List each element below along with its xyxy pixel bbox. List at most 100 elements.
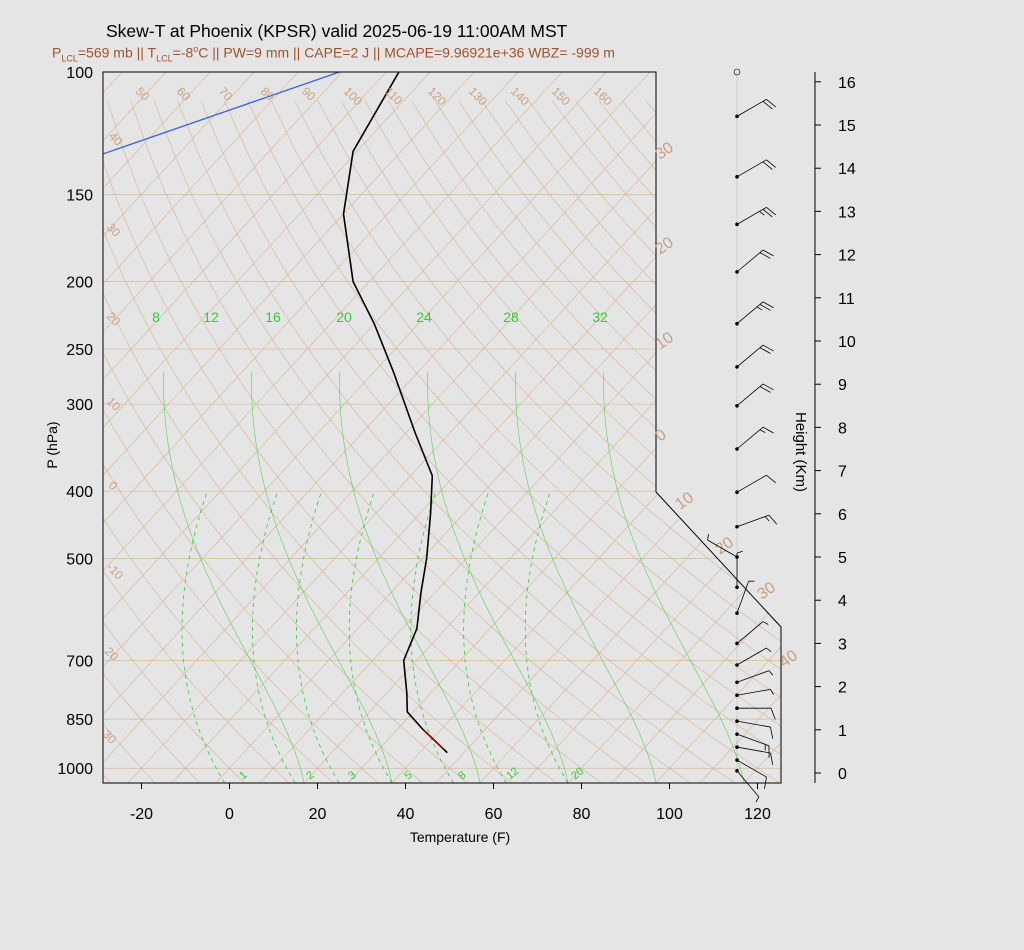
isotherm-line xyxy=(303,72,781,783)
dry-adiabat-line xyxy=(317,100,781,783)
dry-adiabat-line xyxy=(341,100,781,783)
isotherm-line xyxy=(103,72,739,783)
mixing-ratio-label: 1 xyxy=(237,769,249,782)
wind-barb-flag xyxy=(755,796,760,803)
wind-barb-staff xyxy=(736,426,764,450)
x-axis-label: Temperature (F) xyxy=(410,829,510,845)
tlcl-subscript: LCL xyxy=(156,53,173,64)
wind-barb-staff xyxy=(736,688,771,696)
isotherm-label: 60 xyxy=(174,84,194,104)
height-tick-label: 9 xyxy=(838,377,847,394)
dry-adiabat-line xyxy=(247,100,781,783)
p-tick-label: 1000 xyxy=(57,761,93,778)
p-tick-label: 500 xyxy=(66,552,93,569)
plcl-symbol: P xyxy=(52,44,62,61)
isotherm-line xyxy=(103,72,519,783)
wind-barb-dot xyxy=(735,175,739,179)
isotherm-label: 140 xyxy=(508,84,532,108)
dry-adiabat-label: 32 xyxy=(592,309,608,325)
wind-barb-flag xyxy=(759,347,771,354)
dry-adiabat-line xyxy=(411,100,781,783)
dry-adiabat-label: 8 xyxy=(152,309,160,325)
p-tick-label: 850 xyxy=(66,712,93,729)
wind-barb-flag xyxy=(736,550,743,554)
isotherm-left-label: 20 xyxy=(102,644,122,664)
height-tick-label: 6 xyxy=(838,507,847,524)
wind-barb-flag xyxy=(766,159,776,168)
height-tick-label: 3 xyxy=(838,636,847,653)
wind-barb-flag xyxy=(762,161,773,170)
wind-barb-flag xyxy=(764,776,767,789)
wind-barb-dot xyxy=(735,404,739,408)
p-tick-label: 250 xyxy=(66,342,93,359)
mixing-ratio-line xyxy=(251,491,296,783)
wind-barb-flag xyxy=(707,534,709,541)
dry-adiabat-line xyxy=(434,100,781,783)
mixing-ratio-line xyxy=(410,491,454,783)
wind-barb-staff xyxy=(736,207,767,225)
wind-barb-staff xyxy=(736,770,760,798)
wind-barb-flag xyxy=(770,726,774,739)
moist-adiabat-line xyxy=(603,372,745,783)
mixing-ratio-label: 5 xyxy=(402,769,414,782)
wind-barb-dot xyxy=(735,706,739,710)
height-tick-label: 1 xyxy=(838,723,847,740)
wind-barb-flag xyxy=(762,344,774,352)
wind-barb-dot xyxy=(735,719,739,723)
wind-barb-flag xyxy=(759,386,771,393)
wind-barb-staff xyxy=(736,99,767,117)
p-tick-label: 100 xyxy=(66,65,93,82)
isotherm-line xyxy=(611,72,781,783)
mixing-ratio-line xyxy=(181,491,226,783)
height-tick-label: 0 xyxy=(838,766,847,783)
isotherm-line xyxy=(1008,72,1024,783)
dry-adiabat-line xyxy=(364,100,781,783)
isotherm-label: 110 xyxy=(382,84,406,108)
isotherm-label: 70 xyxy=(216,84,236,104)
tlcl-value: =-8 xyxy=(172,44,194,61)
wind-barb-dot xyxy=(735,611,739,615)
isotherm-right-label: 0 xyxy=(653,426,670,445)
dry-adiabat-line xyxy=(294,100,781,783)
dry-adiabat-line xyxy=(103,100,424,783)
isotherm-line xyxy=(0,72,34,783)
x-tick-label: 100 xyxy=(656,806,683,823)
dry-adiabat-label: 20 xyxy=(336,309,352,325)
wind-barb-flag xyxy=(766,474,776,484)
wind-barb-flag xyxy=(768,670,774,676)
isotherm-line xyxy=(103,72,387,783)
wind-barb-staff xyxy=(736,670,770,683)
dry-adiabat-line xyxy=(387,100,781,783)
dry-adiabat-line xyxy=(103,100,334,783)
wind-barb-flag xyxy=(766,207,776,216)
dry-adiabat-line xyxy=(200,100,781,783)
wind-barb-staff xyxy=(736,514,770,528)
wind-barb-staff xyxy=(736,720,771,728)
wind-barb-flag xyxy=(762,249,774,257)
wind-barb-dot xyxy=(735,680,739,685)
wind-barb-flag xyxy=(756,306,763,311)
dry-adiabat-line xyxy=(505,100,781,783)
wind-barb-staff xyxy=(736,383,764,407)
height-tick-label: 15 xyxy=(838,118,856,135)
isotherm-line xyxy=(788,72,1024,783)
isotherm-label: 160 xyxy=(591,84,615,108)
isotherm-line xyxy=(103,72,695,783)
wind-barb-flag xyxy=(766,99,776,108)
y-axis-label: P (hPa) xyxy=(44,421,60,468)
mixing-ratio-label: 3 xyxy=(346,769,358,782)
wind-barb-flag xyxy=(764,516,770,522)
p-tick-label: 300 xyxy=(66,397,93,414)
moist-adiabat-line xyxy=(163,372,305,783)
wind-barb-dot xyxy=(735,769,739,773)
dry-adiabat-line xyxy=(103,100,245,783)
isotherm-right-label: 10 xyxy=(673,489,697,513)
isotherm-right-label: 30 xyxy=(755,579,779,603)
isotherm-line xyxy=(103,72,651,783)
wind-barb-dot xyxy=(735,447,739,451)
wind-barb-flag xyxy=(762,209,773,218)
title: Skew-T at Phoenix (KPSR) valid 2025-06-1… xyxy=(106,21,568,41)
isotherm-right-label: 40 xyxy=(777,647,801,671)
isotherm-line xyxy=(920,72,1024,783)
height-tick-label: 7 xyxy=(838,464,847,481)
